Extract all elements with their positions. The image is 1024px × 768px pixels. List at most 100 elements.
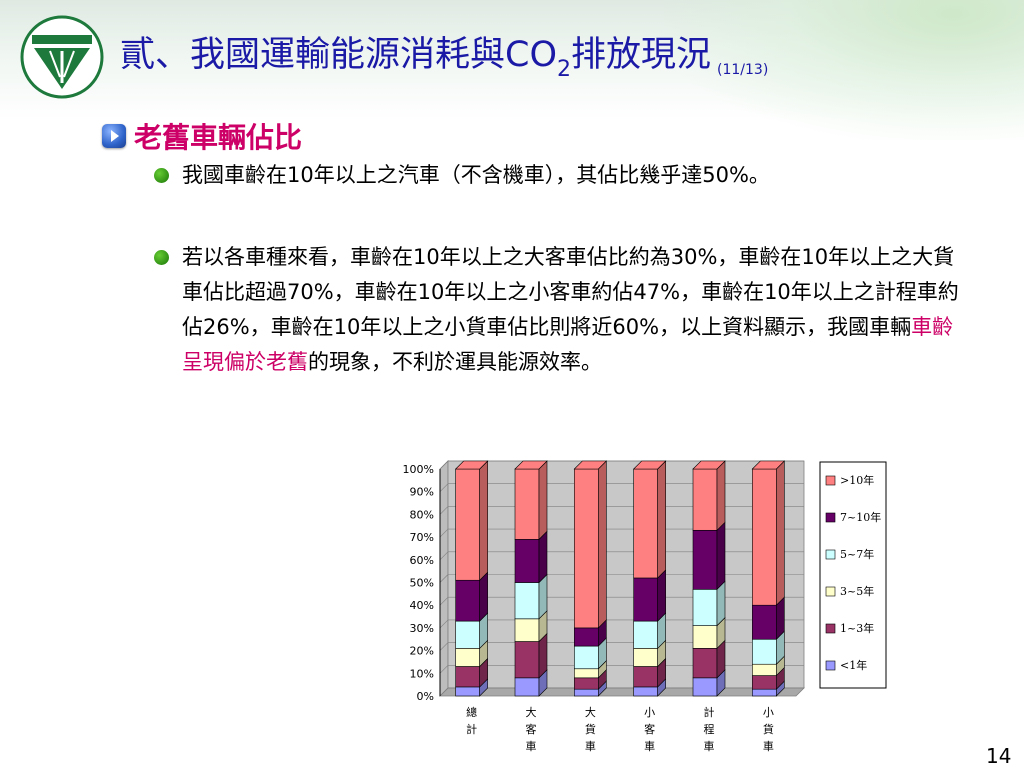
y-tick-label: 30% [410, 622, 434, 635]
bar-segment-side [716, 460, 726, 532]
bullet-dot-icon [154, 168, 169, 183]
bar-segment [633, 666, 658, 688]
bullet-item-1: 我國車齡在10年以上之汽車（不含機車），其佔比幾乎達50%。 [154, 158, 974, 193]
bar-segment [514, 468, 540, 540]
y-tick-label: 20% [410, 645, 434, 658]
bar-segment [692, 677, 718, 697]
bar-segment [633, 620, 658, 649]
bar-segment [633, 468, 658, 579]
bar-segment-side [538, 460, 548, 541]
legend-label: 3~5年 [840, 584, 874, 598]
x-tick-label: 車 [704, 739, 715, 753]
bar-segment-side [657, 569, 666, 622]
x-tick-label: 小 [644, 706, 655, 719]
bar-segment [455, 620, 480, 649]
bullet-text-2: 若以各車種來看，車齡在10年以上之大客車佔比約為30%，車齡在10年以上之大貨車… [182, 240, 974, 380]
bar-top [692, 460, 726, 470]
bar-top [454, 460, 489, 470]
y-tick-label: 10% [410, 667, 434, 680]
y-tick-label: 70% [410, 531, 434, 544]
bar-top [632, 460, 667, 470]
bar-segment [633, 577, 658, 622]
bullet-text-2-post: 的現象，不利於運具能源效率。 [308, 350, 602, 374]
x-tick-label: 車 [585, 739, 596, 753]
bar-segment-side [716, 521, 726, 591]
page-title: 貳、我國運輸能源消耗與CO2排放現況 (11/13) [120, 35, 768, 81]
bar-segment [633, 648, 658, 667]
gridline-side [439, 460, 449, 470]
bar-segment [692, 625, 718, 649]
x-tick-label: 貨 [585, 722, 596, 736]
bar-segment-side [657, 460, 666, 579]
y-tick-label: 60% [410, 554, 434, 567]
bar-segment [692, 468, 718, 531]
x-tick-label: 計 [704, 705, 715, 719]
vehicle-age-chart: 0%10%20%30%40%50%60%70%80%90%100%總計大客車大貨… [403, 460, 887, 753]
y-tick-label: 80% [410, 508, 434, 521]
x-tick-label: 貨 [763, 722, 774, 736]
x-tick-label: 客 [644, 722, 655, 736]
x-tick-label: 小 [763, 706, 774, 719]
x-tick-label: 總 [466, 705, 477, 719]
legend-swatch [825, 660, 836, 671]
x-tick-label: 程 [704, 723, 715, 736]
title-main-end: 排放現況 [571, 35, 712, 75]
bar-segment-side [598, 460, 607, 629]
y-tick-label: 90% [410, 486, 434, 499]
bar-segment [455, 579, 480, 622]
bar-segment [455, 648, 480, 667]
x-tick-label: 大 [526, 705, 537, 719]
gridline-side [439, 596, 449, 606]
x-tick-label: 車 [644, 739, 655, 753]
gridline-side [439, 483, 449, 492]
x-tick-label: 客 [526, 722, 537, 736]
page-number: 14 [986, 744, 1012, 768]
bar-segment [752, 675, 777, 690]
title-main: 貳、我國運輸能源消耗與CO [120, 35, 557, 75]
bar-segment [455, 468, 480, 581]
bar-segment [514, 641, 540, 679]
bar-segment [574, 468, 599, 629]
legend-label: <1年 [840, 658, 867, 672]
y-tick-label: 100% [403, 463, 434, 476]
bar-segment [574, 668, 599, 679]
legend-swatch [825, 512, 836, 523]
gridline-side [439, 687, 449, 697]
bar-segment-side [479, 460, 488, 581]
bar-segment [752, 468, 777, 606]
arrow-icon [102, 124, 126, 148]
bar-segment [752, 638, 777, 665]
bar-top [514, 460, 548, 470]
legend-label: >10年 [840, 473, 874, 487]
legend-swatch [825, 623, 836, 634]
gridline-side [439, 665, 449, 674]
x-tick-label: 車 [526, 739, 537, 753]
bullet-text-1: 我國車齡在10年以上之汽車（不含機車），其佔比幾乎達50%。 [182, 163, 770, 187]
bar-segment [514, 582, 540, 620]
bar-segment-side [479, 571, 488, 622]
bar-segment [574, 677, 599, 690]
gridline-side [439, 506, 449, 515]
legend-swatch [825, 586, 836, 597]
bullet-dot-icon [154, 250, 169, 265]
gridline-side [439, 528, 449, 538]
bar-segment [574, 645, 599, 670]
bar-segment [455, 686, 480, 697]
bar-segment-side [538, 530, 548, 584]
bar-segment [633, 686, 658, 697]
bullet-text-2-pre: 若以各車種來看，車齡在10年以上之大客車佔比約為30%，車齡在10年以上之大貨車… [182, 245, 959, 339]
legend-label: 7~10年 [840, 510, 881, 524]
bar-segment [574, 688, 599, 697]
legend-box [819, 461, 887, 689]
bar-segment [455, 666, 480, 688]
bar-segment [574, 627, 599, 647]
legend-label: 1~3年 [840, 621, 874, 635]
bar-segment [752, 604, 777, 640]
bar-top [573, 460, 608, 470]
institute-logo [20, 15, 104, 99]
y-tick-label: 0% [417, 690, 434, 703]
bullet-text-2-highlight: 車齡呈現偏於老舊 [182, 315, 954, 374]
bar-segment [692, 589, 718, 626]
bar-segment-side [776, 460, 785, 606]
x-tick-label: 車 [763, 739, 774, 753]
